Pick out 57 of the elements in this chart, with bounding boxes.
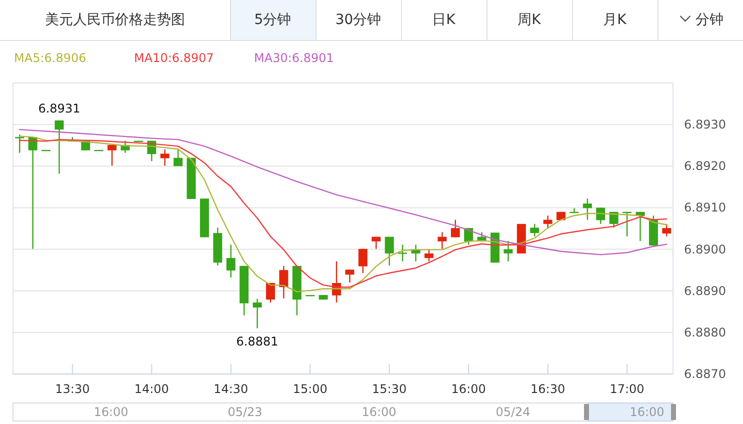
candlestick — [15, 134, 24, 154]
candlestick — [226, 244, 236, 278]
candlestick — [54, 120, 64, 174]
text: 16:00 — [94, 405, 128, 419]
x-tick-label: 15:30 — [372, 382, 407, 396]
x-tick-label: 16:00 — [451, 382, 486, 396]
candlestick — [424, 248, 434, 262]
y-tick-label: 6.8930 — [684, 118, 726, 132]
x-tick-label: 16:30 — [530, 382, 566, 396]
candlestick — [609, 211, 618, 228]
candlestick — [266, 282, 275, 304]
candlestick — [398, 244, 408, 262]
candlestick — [345, 269, 354, 284]
candlestick — [279, 265, 288, 299]
text: MA5:6.8906 — [14, 51, 86, 65]
y-tick-label: 6.8880 — [684, 325, 726, 340]
candlestick — [174, 148, 183, 167]
text: 5分钟 — [254, 12, 292, 28]
candlestick — [530, 223, 540, 237]
x-tick-label: 14:30 — [214, 382, 248, 396]
candlestick — [438, 232, 447, 250]
candlestick — [662, 223, 672, 237]
annotation: 6.8931 — [38, 101, 80, 116]
y-tick-label: 6.8910 — [684, 200, 726, 215]
chart-title: 美元人民币价格走势图 — [45, 12, 185, 28]
y-tick-label: 6.8890 — [684, 284, 726, 298]
candlestick — [384, 236, 394, 266]
candlestick — [543, 215, 552, 228]
text: 05/24 — [496, 405, 530, 419]
line-series — [19, 128, 668, 256]
text: 30分钟 — [335, 12, 382, 28]
text: MA30:6.8901 — [254, 51, 334, 65]
candlestick — [252, 298, 262, 329]
candlestick — [160, 148, 170, 166]
candlestick — [358, 248, 368, 274]
annotation: 6.8881 — [236, 334, 278, 348]
x-tick-label: 17:00 — [610, 382, 644, 396]
candlestick — [504, 240, 513, 262]
text: 分钟 — [695, 12, 724, 28]
x-tick-label: 15:00 — [292, 382, 328, 396]
x-tick-label: 14:00 — [134, 382, 169, 396]
candlestick — [450, 219, 460, 238]
y-tick-label: 6.8870 — [684, 367, 726, 381]
x-tick-label: 13:30 — [55, 382, 90, 396]
text: 日K — [432, 12, 456, 28]
text: MA10:6.8907 — [134, 51, 214, 65]
text: 16:00 — [362, 405, 396, 419]
text: 16:00 — [630, 405, 664, 419]
candlestick — [596, 207, 606, 225]
candlestick — [582, 198, 592, 220]
candlestick — [372, 236, 381, 250]
text: 05/23 — [228, 405, 262, 419]
text: 周K — [518, 12, 542, 28]
y-tick-label: 6.8900 — [684, 242, 726, 256]
text: 月K — [603, 12, 628, 28]
candlestick — [108, 144, 117, 166]
y-tick-label: 6.8920 — [684, 159, 726, 174]
